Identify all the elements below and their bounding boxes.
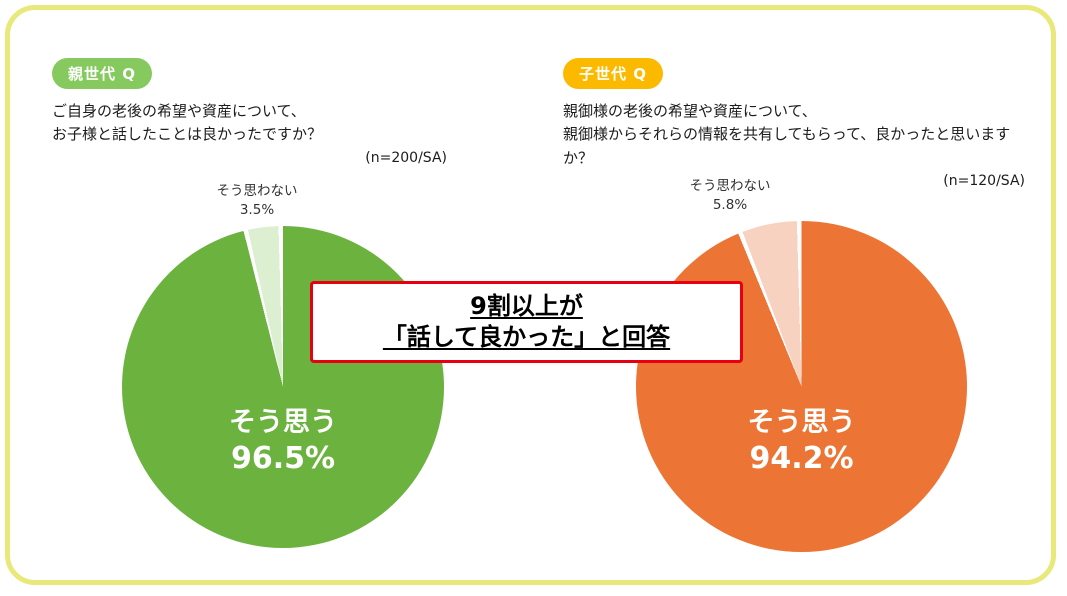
child-sample-size: (n=120/SA) (943, 172, 1025, 189)
parent-question-badge: 親世代 Q (52, 58, 152, 89)
child-minor-slice-label: そう思わない 5.8% (655, 177, 805, 215)
child-pie-chart: そう思う 94.2% (636, 221, 967, 552)
parent-major-label-text: そう思う (229, 407, 337, 439)
parent-minor-label-text: そう思わない (216, 183, 298, 199)
child-major-label-text: そう思う (747, 407, 856, 439)
parent-pie-chart: そう思う 96.5% (122, 226, 444, 548)
summary-callout: 9割以上が 「話して良かった」と回答 (310, 281, 743, 364)
child-generation-section: 子世代 Q 親御様の老後の希望や資産について、 親御様からそれらの情報を共有して… (563, 58, 1025, 189)
parent-question-line2: お子様と話したことは良かったですか？ (52, 125, 323, 144)
summary-callout-line1: 9割以上が (470, 292, 583, 320)
child-question: 親御様の老後の希望や資産について、 親御様からそれらの情報を共有してもらって、良… (563, 100, 1025, 170)
parent-question: ご自身の老後の希望や資産について、 お子様と話したことは良かったですか？ (52, 100, 447, 147)
infographic-frame: 親世代 Q ご自身の老後の希望や資産について、 お子様と話したことは良かったです… (5, 5, 1056, 585)
child-question-line2: 親御様からそれらの情報を共有してもらって、良かったと思いますか？ (563, 125, 1011, 167)
summary-callout-line2: 「話して良かった」と回答 (382, 323, 671, 352)
child-question-badge: 子世代 Q (563, 58, 663, 89)
parent-generation-section: 親世代 Q ご自身の老後の希望や資産について、 お子様と話したことは良かったです… (52, 58, 447, 166)
child-major-label-value: 94.2% (749, 441, 854, 477)
parent-minor-slice-label: そう思わない 3.5% (182, 182, 332, 220)
child-question-line1: 親御様の老後の希望や資産について、 (563, 102, 817, 120)
child-minor-label-text: そう思わない (689, 178, 771, 194)
parent-major-label-value: 96.5% (230, 441, 336, 477)
parent-minor-label-value: 3.5% (239, 201, 275, 218)
parent-major-slice-label: そう思う 96.5% (122, 406, 444, 477)
child-major-slice-label: そう思う 94.2% (636, 406, 967, 477)
child-minor-label-value: 5.8% (712, 196, 748, 213)
parent-sample-size: (n=200/SA) (365, 149, 447, 166)
parent-question-line1: ご自身の老後の希望や資産について、 (52, 102, 306, 120)
